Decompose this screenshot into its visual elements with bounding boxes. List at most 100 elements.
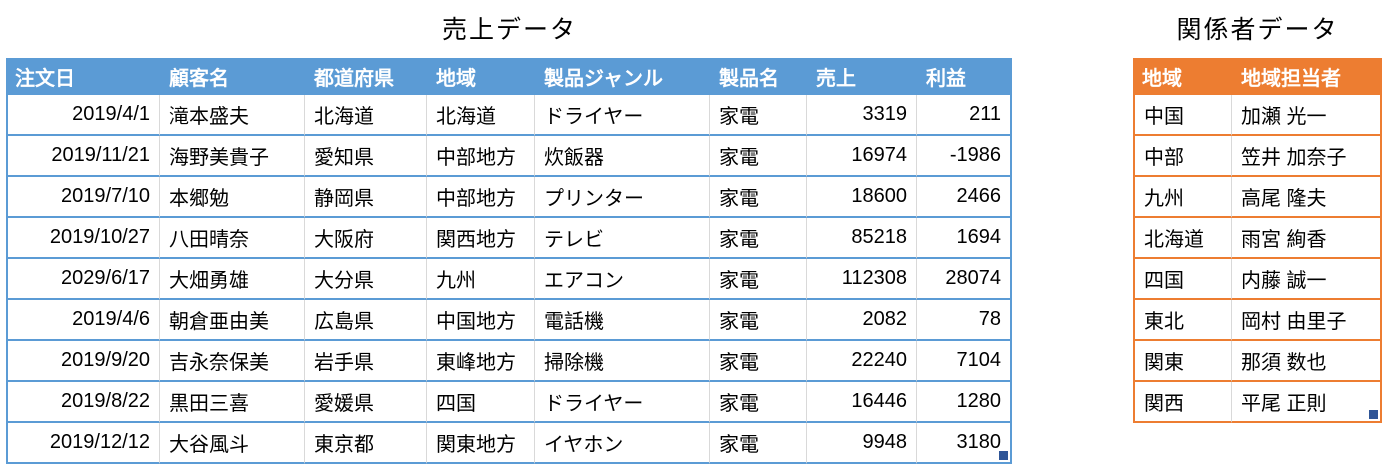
cell-profit[interactable]: 28074 <box>917 259 1012 300</box>
cell-product-name[interactable]: 家電 <box>710 341 807 382</box>
cell-profit[interactable]: 3180 <box>917 423 1012 464</box>
cell-region-manager[interactable]: 岡村 由里子 <box>1232 300 1382 341</box>
cell-product-name[interactable]: 家電 <box>710 382 807 423</box>
column-header-product-genre[interactable]: 製品ジャンル <box>535 58 710 95</box>
cell-region[interactable]: 九州 <box>427 259 535 300</box>
cell-region[interactable]: 関西地方 <box>427 218 535 259</box>
cell-prefecture[interactable]: 岩手県 <box>305 341 427 382</box>
cell-region[interactable]: 中国 <box>1133 95 1232 136</box>
cell-sales[interactable]: 3319 <box>807 95 917 136</box>
cell-prefecture[interactable]: 愛媛県 <box>305 382 427 423</box>
cell-region-manager[interactable]: 平尾 正則 <box>1232 382 1382 423</box>
cell-region-manager[interactable]: 加瀬 光一 <box>1232 95 1382 136</box>
table-resize-handle[interactable] <box>1369 410 1378 419</box>
cell-region[interactable]: 東北 <box>1133 300 1232 341</box>
cell-region-manager[interactable]: 内藤 誠一 <box>1232 259 1382 300</box>
cell-profit[interactable]: 211 <box>917 95 1012 136</box>
cell-customer-name[interactable]: 朝倉亜由美 <box>160 300 305 341</box>
cell-order-date[interactable]: 2019/10/27 <box>6 218 160 259</box>
cell-product-genre[interactable]: 電話機 <box>535 300 710 341</box>
cell-sales[interactable]: 9948 <box>807 423 917 464</box>
column-header-customer-name[interactable]: 顧客名 <box>160 58 305 95</box>
cell-region[interactable]: 関東 <box>1133 341 1232 382</box>
cell-order-date[interactable]: 2019/9/20 <box>6 341 160 382</box>
cell-region-manager[interactable]: 高尾 隆夫 <box>1232 177 1382 218</box>
cell-region[interactable]: 九州 <box>1133 177 1232 218</box>
cell-profit[interactable]: -1986 <box>917 136 1012 177</box>
cell-prefecture[interactable]: 静岡県 <box>305 177 427 218</box>
cell-product-name[interactable]: 家電 <box>710 423 807 464</box>
column-header-order-date[interactable]: 注文日 <box>6 58 160 95</box>
cell-profit[interactable]: 7104 <box>917 341 1012 382</box>
cell-region[interactable]: 関西 <box>1133 382 1232 423</box>
cell-product-genre[interactable]: エアコン <box>535 259 710 300</box>
cell-order-date[interactable]: 2019/7/10 <box>6 177 160 218</box>
cell-sales[interactable]: 112308 <box>807 259 917 300</box>
cell-customer-name[interactable]: 八田晴奈 <box>160 218 305 259</box>
cell-prefecture[interactable]: 東京都 <box>305 423 427 464</box>
cell-order-date[interactable]: 2019/4/1 <box>6 95 160 136</box>
cell-order-date[interactable]: 2019/12/12 <box>6 423 160 464</box>
cell-region[interactable]: 東峰地方 <box>427 341 535 382</box>
cell-region[interactable]: 中部地方 <box>427 177 535 218</box>
cell-order-date[interactable]: 2019/8/22 <box>6 382 160 423</box>
cell-product-genre[interactable]: ドライヤー <box>535 95 710 136</box>
cell-product-genre[interactable]: イヤホン <box>535 423 710 464</box>
cell-sales[interactable]: 16446 <box>807 382 917 423</box>
cell-customer-name[interactable]: 黒田三喜 <box>160 382 305 423</box>
cell-order-date[interactable]: 2029/6/17 <box>6 259 160 300</box>
cell-region-manager[interactable]: 笠井 加奈子 <box>1232 136 1382 177</box>
cell-product-genre[interactable]: 掃除機 <box>535 341 710 382</box>
cell-region[interactable]: 関東地方 <box>427 423 535 464</box>
cell-region[interactable]: 中部 <box>1133 136 1232 177</box>
column-header-product-name[interactable]: 製品名 <box>710 58 807 95</box>
cell-profit[interactable]: 2466 <box>917 177 1012 218</box>
cell-prefecture[interactable]: 大分県 <box>305 259 427 300</box>
cell-region[interactable]: 四国 <box>1133 259 1232 300</box>
cell-product-name[interactable]: 家電 <box>710 136 807 177</box>
cell-product-name[interactable]: 家電 <box>710 95 807 136</box>
cell-product-name[interactable]: 家電 <box>710 300 807 341</box>
cell-profit[interactable]: 1280 <box>917 382 1012 423</box>
column-header-profit[interactable]: 利益 <box>917 58 1012 95</box>
cell-product-genre[interactable]: 炊飯器 <box>535 136 710 177</box>
cell-product-genre[interactable]: テレビ <box>535 218 710 259</box>
cell-region[interactable]: 中部地方 <box>427 136 535 177</box>
cell-sales[interactable]: 18600 <box>807 177 917 218</box>
cell-customer-name[interactable]: 海野美貴子 <box>160 136 305 177</box>
cell-product-name[interactable]: 家電 <box>710 218 807 259</box>
cell-customer-name[interactable]: 吉永奈保美 <box>160 341 305 382</box>
cell-profit[interactable]: 78 <box>917 300 1012 341</box>
cell-product-genre[interactable]: ドライヤー <box>535 382 710 423</box>
cell-product-genre[interactable]: プリンター <box>535 177 710 218</box>
cell-customer-name[interactable]: 大谷風斗 <box>160 423 305 464</box>
cell-sales[interactable]: 16974 <box>807 136 917 177</box>
cell-product-name[interactable]: 家電 <box>710 177 807 218</box>
cell-region[interactable]: 北海道 <box>1133 218 1232 259</box>
cell-order-date[interactable]: 2019/4/6 <box>6 300 160 341</box>
column-header-region[interactable]: 地域 <box>427 58 535 95</box>
cell-prefecture[interactable]: 愛知県 <box>305 136 427 177</box>
cell-customer-name[interactable]: 滝本盛夫 <box>160 95 305 136</box>
column-header-prefecture[interactable]: 都道府県 <box>305 58 427 95</box>
cell-prefecture[interactable]: 広島県 <box>305 300 427 341</box>
cell-sales[interactable]: 85218 <box>807 218 917 259</box>
cell-profit[interactable]: 1694 <box>917 218 1012 259</box>
table-resize-handle[interactable] <box>999 451 1008 460</box>
cell-region-manager[interactable]: 雨宮 絢香 <box>1232 218 1382 259</box>
column-header-region-manager[interactable]: 地域担当者 <box>1232 58 1382 95</box>
cell-sales[interactable]: 22240 <box>807 341 917 382</box>
cell-region[interactable]: 四国 <box>427 382 535 423</box>
cell-region-manager[interactable]: 那須 数也 <box>1232 341 1382 382</box>
cell-product-name[interactable]: 家電 <box>710 259 807 300</box>
column-header-region[interactable]: 地域 <box>1133 58 1232 95</box>
cell-customer-name[interactable]: 大畑勇雄 <box>160 259 305 300</box>
cell-sales[interactable]: 2082 <box>807 300 917 341</box>
cell-prefecture[interactable]: 北海道 <box>305 95 427 136</box>
column-header-sales[interactable]: 売上 <box>807 58 917 95</box>
cell-order-date[interactable]: 2019/11/21 <box>6 136 160 177</box>
cell-region[interactable]: 北海道 <box>427 95 535 136</box>
cell-customer-name[interactable]: 本郷勉 <box>160 177 305 218</box>
cell-prefecture[interactable]: 大阪府 <box>305 218 427 259</box>
cell-region[interactable]: 中国地方 <box>427 300 535 341</box>
